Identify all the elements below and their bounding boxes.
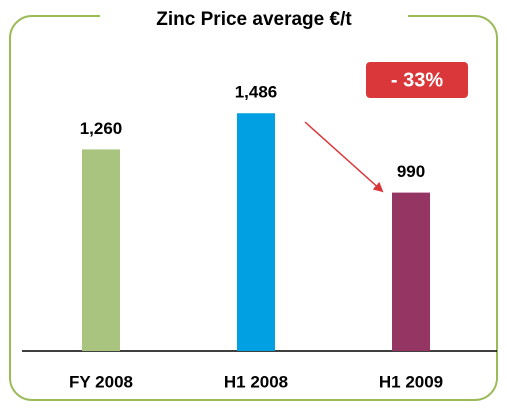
change-arrow	[304, 121, 384, 193]
bar	[82, 149, 120, 351]
bar	[392, 192, 430, 351]
value-label: 1,486	[235, 83, 278, 102]
value-label: 1,260	[80, 119, 123, 138]
title-background	[100, 6, 408, 32]
x-tick-label: FY 2008	[69, 372, 133, 391]
value-label: 990	[397, 162, 425, 181]
change-badge	[366, 62, 468, 98]
chart-title: Zinc Price average €/t	[156, 9, 352, 30]
change-label: - 33%	[391, 69, 443, 91]
x-tick-label: H1 2009	[379, 372, 443, 391]
bar	[237, 113, 275, 352]
x-tick-label: H1 2008	[224, 372, 288, 391]
